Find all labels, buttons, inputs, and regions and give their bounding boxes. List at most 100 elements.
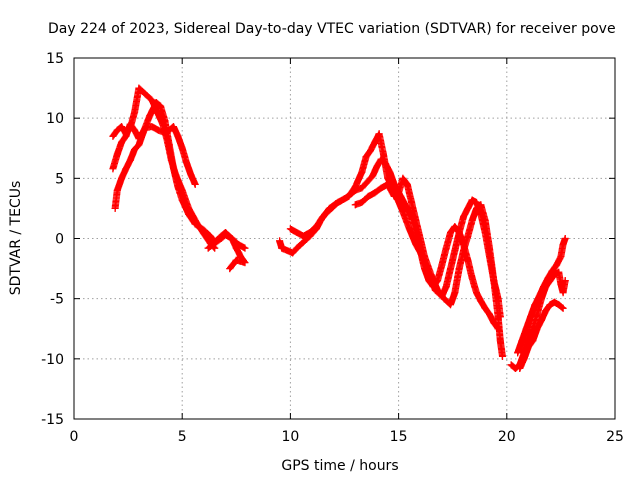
data-point [464, 256, 472, 264]
data-point [555, 268, 563, 276]
series-track-10 [516, 298, 567, 372]
x-tick-label: 0 [70, 429, 79, 445]
data-point [135, 84, 143, 92]
data-point [557, 280, 565, 288]
data-point [111, 204, 119, 212]
data-point [434, 286, 442, 294]
data-point [553, 261, 561, 269]
data-point [455, 228, 463, 236]
data-point [369, 172, 377, 180]
data-point [550, 298, 558, 306]
data-point [221, 231, 229, 239]
data-point [518, 337, 526, 345]
data-point [379, 150, 387, 158]
data-point [468, 216, 476, 224]
data-point [421, 253, 429, 261]
x-axis-label: GPS time / hours [281, 458, 398, 474]
tick-labels: 0 5 10 15 20 25 15 10 5 0 -5 -10 -15 [41, 51, 624, 445]
data-point [405, 225, 413, 233]
data-point [131, 145, 139, 153]
data-point [217, 235, 225, 242]
data-point [494, 313, 502, 321]
data-point [241, 244, 249, 252]
data-point [442, 244, 450, 252]
data-point [325, 204, 333, 212]
data-point [537, 316, 545, 324]
data-point [507, 361, 515, 369]
data-point [122, 165, 130, 173]
data-point [377, 184, 385, 192]
data-point [351, 201, 359, 209]
data-point [498, 352, 506, 360]
data-point [555, 301, 563, 309]
data-point [464, 232, 472, 240]
data-point [135, 141, 143, 149]
data-point [293, 244, 301, 252]
data-point [193, 220, 201, 228]
data-point [211, 239, 219, 247]
data-point [200, 230, 208, 238]
data-point [141, 90, 149, 98]
x-tick-label: 20 [498, 429, 516, 445]
data-point [490, 277, 498, 285]
data-point [514, 349, 522, 357]
series-track-3 [109, 120, 199, 188]
data-point [157, 102, 165, 110]
data-point [187, 171, 195, 179]
data-point [362, 179, 370, 187]
data-point [332, 200, 340, 208]
data-point [118, 174, 126, 182]
data-point [490, 319, 498, 327]
data-point [126, 120, 134, 128]
data-point [172, 171, 180, 179]
data-point [167, 156, 175, 164]
data-point [516, 364, 524, 372]
data-point [276, 237, 284, 245]
data-point [451, 247, 459, 255]
data-point [122, 132, 130, 140]
data-point [312, 222, 320, 230]
chart-title: Day 224 of 2023, Sidereal Day-to-day VTE… [48, 21, 616, 37]
data-point [468, 274, 476, 282]
data-point [447, 228, 455, 236]
data-point [338, 196, 346, 204]
data-point [165, 126, 173, 134]
data-point [438, 261, 446, 269]
data-point [146, 112, 154, 120]
data-point [559, 241, 567, 249]
data-point [403, 180, 411, 188]
data-point [131, 108, 139, 116]
data-point [559, 304, 567, 312]
data-point [161, 129, 169, 137]
data-point [154, 126, 162, 134]
data-point [473, 198, 481, 206]
y-tick-label: 15 [46, 51, 64, 67]
data-point [237, 253, 245, 261]
data-point [557, 253, 565, 261]
data-point [299, 232, 307, 240]
data-point [440, 295, 448, 303]
data-point [524, 343, 532, 351]
data-point [373, 162, 381, 170]
data-point [399, 208, 407, 216]
data-point [293, 228, 301, 236]
data-point [451, 222, 459, 230]
data-point [126, 156, 134, 164]
data-point [473, 289, 481, 297]
series-track-7 [351, 174, 506, 360]
y-tick-label: -10 [41, 352, 64, 368]
data-point [141, 124, 149, 132]
y-tick-label: 10 [46, 111, 64, 127]
data-point [533, 325, 541, 333]
tick-marks [73, 57, 616, 420]
data-point [496, 337, 504, 345]
data-point [148, 96, 156, 104]
series-track-9 [514, 235, 569, 357]
data-point [306, 228, 314, 236]
data-point [384, 180, 392, 188]
data-point [561, 277, 569, 285]
data-point [451, 289, 459, 297]
data-point [522, 325, 530, 333]
data-point [135, 135, 143, 143]
